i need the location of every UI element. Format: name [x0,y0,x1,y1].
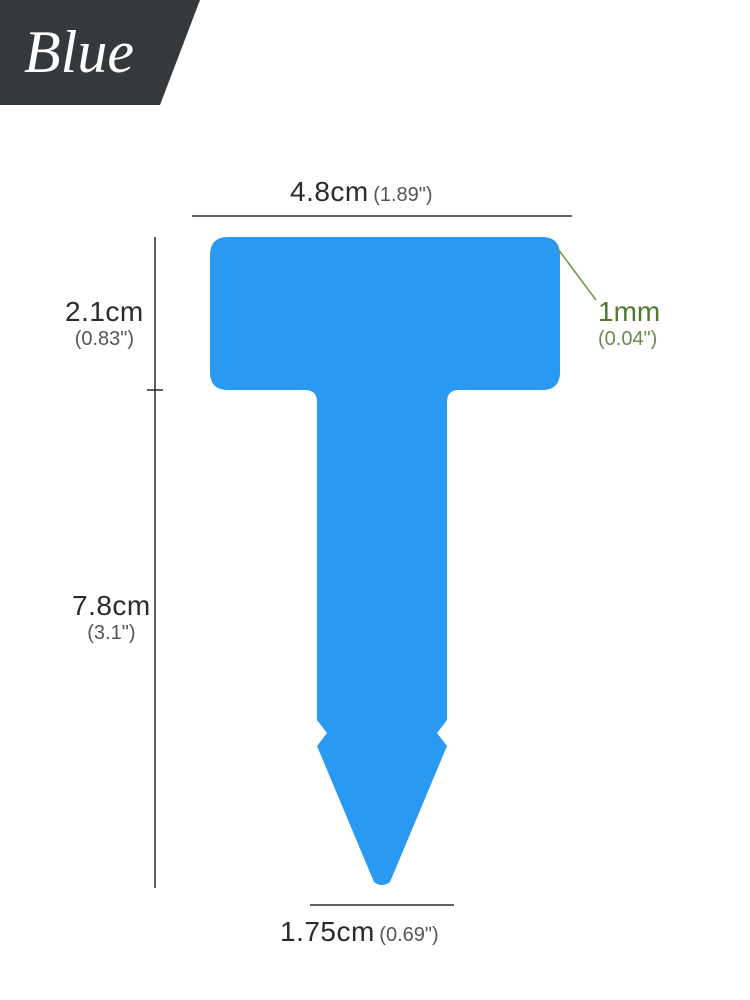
plant-label-shape [210,237,560,885]
dim-height-stem-main: 7.8cm [72,590,151,622]
dim-height-top-sub: (0.83") [65,328,144,351]
dim-height-top: 2.1cm (0.83") [65,296,144,351]
dim-thickness-sub: (0.04") [598,328,660,351]
dim-height-stem: 7.8cm (3.1") [72,590,151,645]
guide-thickness-leader [558,249,596,300]
dim-thickness-main: 1mm [598,296,660,328]
dim-width-top: 4.8cm (1.89") [290,176,433,208]
dim-height-stem-sub: (3.1") [72,622,151,645]
dim-width-top-main: 4.8cm [290,176,369,207]
dim-width-stem: 1.75cm (0.69") [280,916,439,948]
dim-thickness: 1mm (0.04") [598,296,660,351]
dim-width-stem-main: 1.75cm [280,916,375,947]
dim-width-stem-sub: (0.69") [379,924,438,946]
dim-width-top-sub: (1.89") [373,184,432,206]
dim-height-top-main: 2.1cm [65,296,144,328]
dimension-diagram [0,0,750,1000]
